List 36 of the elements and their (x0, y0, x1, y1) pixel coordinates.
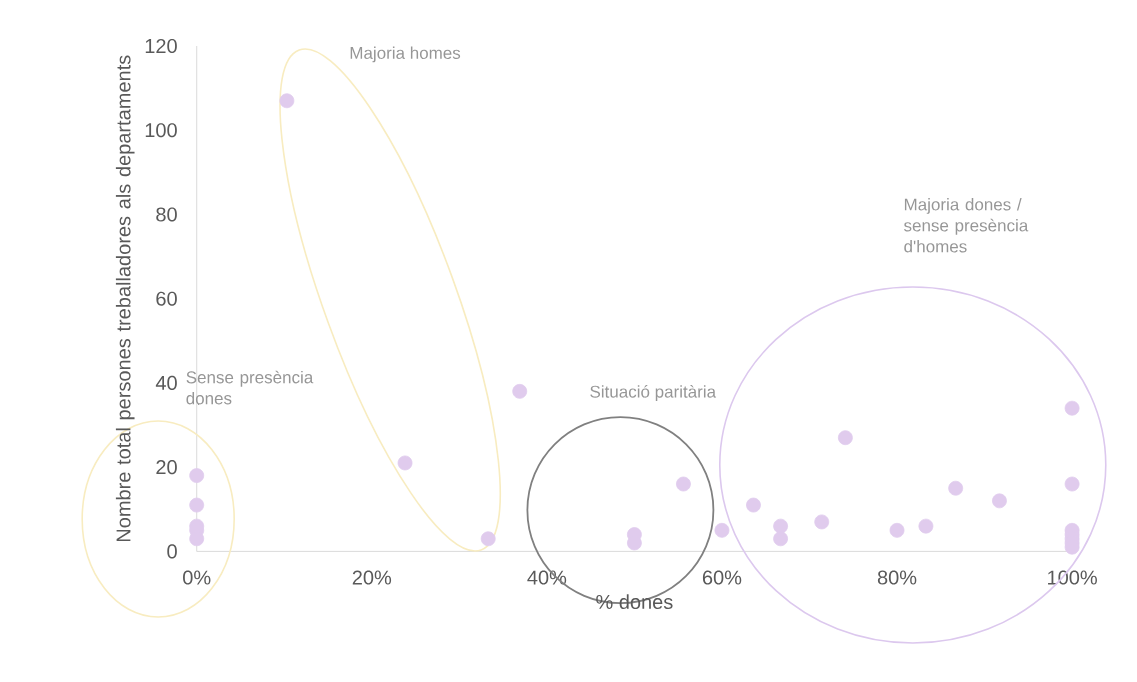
point (480, 531, 496, 547)
y-tick-label: 60 (156, 291, 177, 306)
x-tick-label: 80% (877, 570, 917, 585)
point (714, 522, 730, 538)
point (814, 514, 830, 530)
point (1064, 476, 1080, 492)
annotation: Sense presència dones (186, 370, 314, 405)
point (397, 455, 413, 471)
y-tick-label: 40 (155, 375, 177, 391)
point (837, 430, 853, 446)
point (512, 383, 528, 399)
point (189, 497, 205, 513)
annotation: Majoria dones / sense presència d'homes (904, 198, 1029, 253)
point (279, 93, 295, 109)
y-tick-label: 80 (156, 207, 177, 222)
point (676, 476, 691, 492)
x-tick-label: 60% (702, 570, 742, 585)
y-tick-label: 0 (167, 544, 177, 559)
x-tick-label: 20% (352, 570, 392, 585)
annotation: Majoria homes (350, 46, 461, 63)
point (918, 518, 934, 534)
point (189, 468, 205, 483)
point (992, 493, 1007, 509)
x-tick-label: 100% (1048, 570, 1097, 585)
point (746, 497, 761, 513)
y-axis-title: Nombre total persones treballadores als departaments (115, 55, 135, 542)
point (948, 480, 964, 496)
x-tick-label: 0% (183, 570, 211, 585)
y-tick-label: 120 (145, 38, 177, 54)
annotation: Situació paritària (590, 385, 717, 402)
y-tick-label: 20 (156, 460, 177, 475)
point (773, 518, 788, 534)
point (889, 522, 905, 538)
y-tick-label: 100 (145, 123, 177, 138)
point (1064, 400, 1080, 416)
point (773, 531, 788, 547)
